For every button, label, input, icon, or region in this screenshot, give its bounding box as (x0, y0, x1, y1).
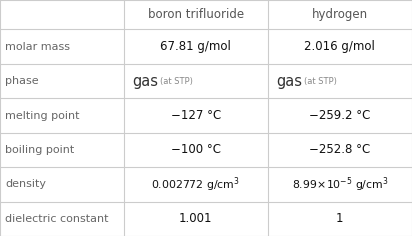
Text: 67.81 g/mol: 67.81 g/mol (160, 40, 231, 53)
Text: (at STP): (at STP) (160, 77, 193, 86)
Text: −259.2 °C: −259.2 °C (309, 109, 370, 122)
Text: −127 °C: −127 °C (171, 109, 221, 122)
Text: 1: 1 (336, 212, 344, 225)
Text: 2.016 g/mol: 2.016 g/mol (304, 40, 375, 53)
Text: $0.002772\ \mathrm{g/cm}^{3}$: $0.002772\ \mathrm{g/cm}^{3}$ (151, 175, 240, 194)
Text: −252.8 °C: −252.8 °C (309, 143, 370, 156)
Text: (at STP): (at STP) (304, 77, 337, 86)
Text: dielectric constant: dielectric constant (5, 214, 108, 224)
Text: gas: gas (276, 74, 302, 88)
Text: −100 °C: −100 °C (171, 143, 221, 156)
Text: boron trifluoride: boron trifluoride (147, 8, 244, 21)
Text: phase: phase (5, 76, 39, 86)
Text: boiling point: boiling point (5, 145, 74, 155)
Text: melting point: melting point (5, 110, 80, 121)
Text: density: density (5, 179, 46, 189)
Text: hydrogen: hydrogen (312, 8, 368, 21)
Text: $8.99\!\times\!10^{-5}\ \mathrm{g/cm}^{3}$: $8.99\!\times\!10^{-5}\ \mathrm{g/cm}^{3… (292, 175, 388, 194)
Text: 1.001: 1.001 (179, 212, 213, 225)
Text: molar mass: molar mass (5, 42, 70, 52)
Text: gas: gas (132, 74, 158, 88)
